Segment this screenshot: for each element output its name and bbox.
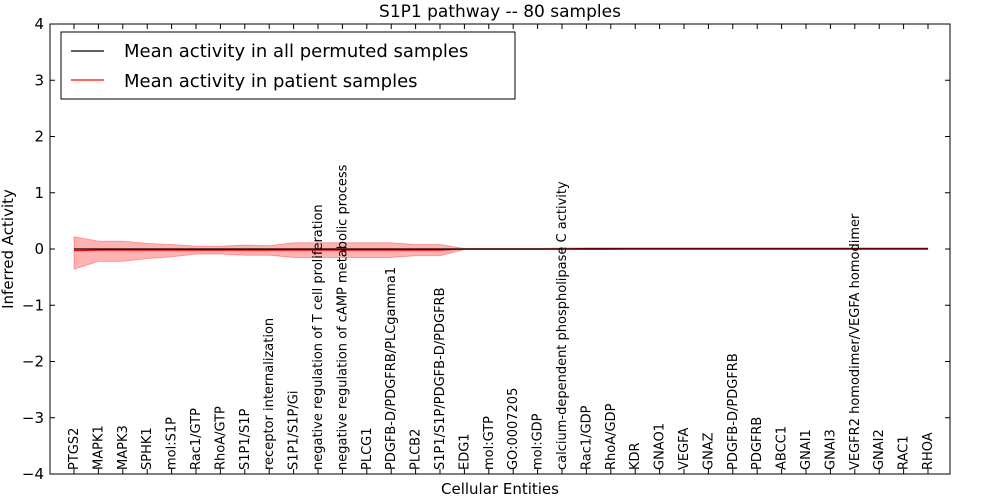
plot-frame <box>49 23 951 475</box>
x-axis-label: Cellular Entities <box>441 480 559 498</box>
x-tick-label: GNAI1 <box>799 429 814 470</box>
x-tick-label: GNAI2 <box>872 429 887 470</box>
y-tick-labels: −4 −3 −2 −1 0 1 2 3 4 <box>22 15 44 483</box>
legend-label-permuted: Mean activity in all permuted samples <box>124 41 468 62</box>
x-tick-label: receptor internalization <box>262 318 277 470</box>
legend-box <box>60 31 516 100</box>
x-tick-label: RhoA/GDP <box>604 403 619 470</box>
x-tick-label: RAC1 <box>897 435 912 470</box>
x-tick-label: GO:0007205 <box>506 388 521 470</box>
y-tick-label: −4 <box>22 465 44 483</box>
x-tick-label: GNAO1 <box>653 423 668 470</box>
y-tick-label: 0 <box>34 240 44 258</box>
y-tick-label: 4 <box>34 15 44 33</box>
x-tick-label: PTGS2 <box>67 428 82 470</box>
x-tick-label: RhoA/GTP <box>213 406 228 470</box>
x-tick-label: PDGFB-D/PDGFRB/PLCgamma1 <box>384 267 399 470</box>
confidence-band-layer <box>73 236 929 270</box>
x-tick-label: PLCG1 <box>360 427 375 470</box>
legend-label-patient: Mean activity in patient samples <box>124 71 418 92</box>
x-tick-label: Rac1/GDP <box>579 405 594 470</box>
x-tick-label: PLCB2 <box>409 429 424 470</box>
x-tick-label: PDGFRB <box>750 417 765 470</box>
legend: Mean activity in all permuted samples Me… <box>60 31 516 100</box>
x-tick-label: EDG1 <box>457 433 472 470</box>
x-tick-label: KDR <box>628 442 643 470</box>
x-tick-label: S1P1/S1P/Gi <box>287 391 302 470</box>
y-tick-label: −1 <box>22 296 44 314</box>
chart-title: S1P1 pathway -- 80 samples <box>379 2 621 22</box>
x-tick-label: S1P1/S1P/PDGFB-D/PDGFRB <box>433 287 448 470</box>
x-tick-label: MAPK1 <box>91 425 106 470</box>
confidence-band <box>73 236 929 270</box>
y-tick-label: −3 <box>22 409 44 427</box>
x-tick-label: mol:GTP <box>482 416 497 470</box>
x-tick-label: mol:GDP <box>531 413 546 470</box>
x-tick-label: VEGFA <box>677 428 692 470</box>
x-tick-label: MAPK3 <box>116 425 131 470</box>
y-tick-label: −2 <box>22 353 44 371</box>
x-tick-label: VEGFR2 homodimer/VEGFA homodimer <box>848 213 863 470</box>
y-axis-label: Inferred Activity <box>0 189 17 309</box>
x-tick-label: S1P1/S1P <box>238 408 253 470</box>
x-tick-labels: PTGS2 MAPK1 MAPK3 SPHK1 mol:S1P Rac1/GTP RhoA/… <box>67 164 936 470</box>
x-tick-label: calcium-dependent phospholipase C activi… <box>555 181 570 470</box>
x-tick-label: Rac1/GTP <box>189 408 204 470</box>
x-tick-label: SPHK1 <box>140 427 155 470</box>
x-tick-label: PDGFB-D/PDGFRB <box>726 353 741 470</box>
x-axis-ticks <box>73 24 929 474</box>
x-tick-label: mol:S1P <box>165 417 180 470</box>
x-tick-label: GNAZ <box>701 432 716 470</box>
x-tick-label: RHOA <box>921 432 936 470</box>
x-tick-label: ABCC1 <box>775 426 790 470</box>
y-tick-label: 2 <box>34 128 44 146</box>
x-tick-label: GNAI3 <box>823 429 838 470</box>
x-tick-label: negative regulation of T cell proliferat… <box>311 204 326 470</box>
y-tick-label: 3 <box>34 71 44 89</box>
y-tick-label: 1 <box>34 184 44 202</box>
x-tick-label: negative regulation of cAMP metabolic pr… <box>335 164 350 470</box>
series-line-layer <box>73 247 928 252</box>
